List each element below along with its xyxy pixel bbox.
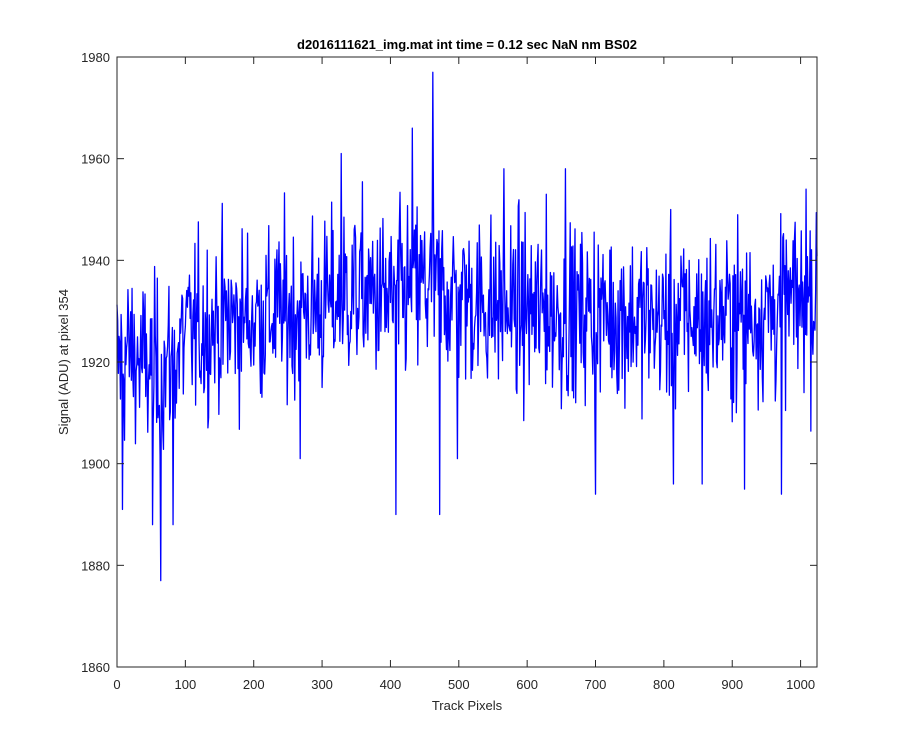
x-axis-label: Track Pixels xyxy=(432,698,503,713)
chart-title: d2016111621_img.mat int time = 0.12 sec … xyxy=(297,37,637,52)
x-tick-label: 500 xyxy=(448,677,470,692)
x-tick-label: 700 xyxy=(585,677,607,692)
axes-background xyxy=(117,57,817,667)
y-tick-label: 1940 xyxy=(81,253,110,268)
x-axis-ticks: 0 100 200 300 400 500 600 700 800 900 1000 xyxy=(113,57,815,692)
y-tick-label: 1960 xyxy=(81,152,110,167)
y-tick-label: 1900 xyxy=(81,457,110,472)
y-tick-label: 1860 xyxy=(81,660,110,675)
x-tick-label: 100 xyxy=(175,677,197,692)
y-axis-label: Signal (ADU) at pixel 354 xyxy=(56,289,71,435)
y-tick-label: 1920 xyxy=(81,355,110,370)
plot-area xyxy=(116,56,818,668)
x-tick-label: 300 xyxy=(311,677,333,692)
series-line xyxy=(116,71,818,582)
x-tick-label: 200 xyxy=(243,677,265,692)
x-tick-label: 400 xyxy=(380,677,402,692)
x-tick-label: 0 xyxy=(113,677,120,692)
y-axis-ticks: 1860 1880 1900 1920 1940 1960 1980 xyxy=(81,50,817,675)
y-tick-label: 1980 xyxy=(81,50,110,65)
x-tick-label: 800 xyxy=(653,677,675,692)
y-tick-label: 1880 xyxy=(81,558,110,573)
x-tick-label: 1000 xyxy=(786,677,815,692)
x-tick-label: 600 xyxy=(516,677,538,692)
x-tick-label: 900 xyxy=(721,677,743,692)
